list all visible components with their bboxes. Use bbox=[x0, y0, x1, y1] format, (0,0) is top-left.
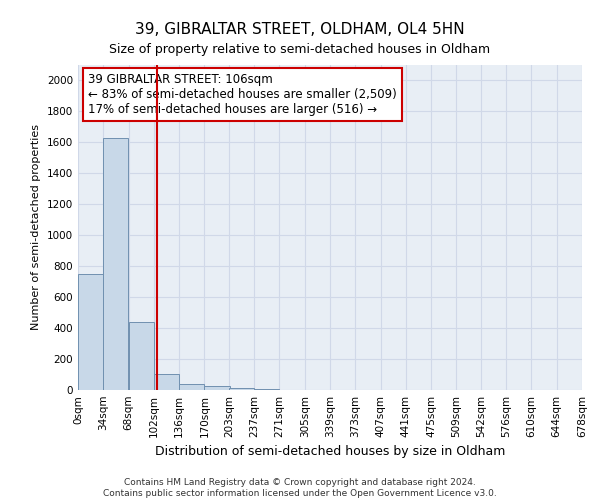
Bar bbox=[254, 389, 280, 390]
Bar bbox=[78, 274, 103, 390]
Bar bbox=[128, 322, 154, 390]
Bar bbox=[154, 374, 179, 390]
Text: 39, GIBRALTAR STREET, OLDHAM, OL4 5HN: 39, GIBRALTAR STREET, OLDHAM, OL4 5HN bbox=[135, 22, 465, 38]
Text: Contains HM Land Registry data © Crown copyright and database right 2024.
Contai: Contains HM Land Registry data © Crown c… bbox=[103, 478, 497, 498]
Bar bbox=[103, 138, 128, 390]
Bar bbox=[179, 384, 204, 390]
Bar bbox=[229, 388, 254, 390]
Bar bbox=[205, 386, 230, 390]
Y-axis label: Number of semi-detached properties: Number of semi-detached properties bbox=[31, 124, 41, 330]
Text: 39 GIBRALTAR STREET: 106sqm
← 83% of semi-detached houses are smaller (2,509)
17: 39 GIBRALTAR STREET: 106sqm ← 83% of sem… bbox=[88, 73, 397, 116]
X-axis label: Distribution of semi-detached houses by size in Oldham: Distribution of semi-detached houses by … bbox=[155, 446, 505, 458]
Text: Size of property relative to semi-detached houses in Oldham: Size of property relative to semi-detach… bbox=[109, 42, 491, 56]
